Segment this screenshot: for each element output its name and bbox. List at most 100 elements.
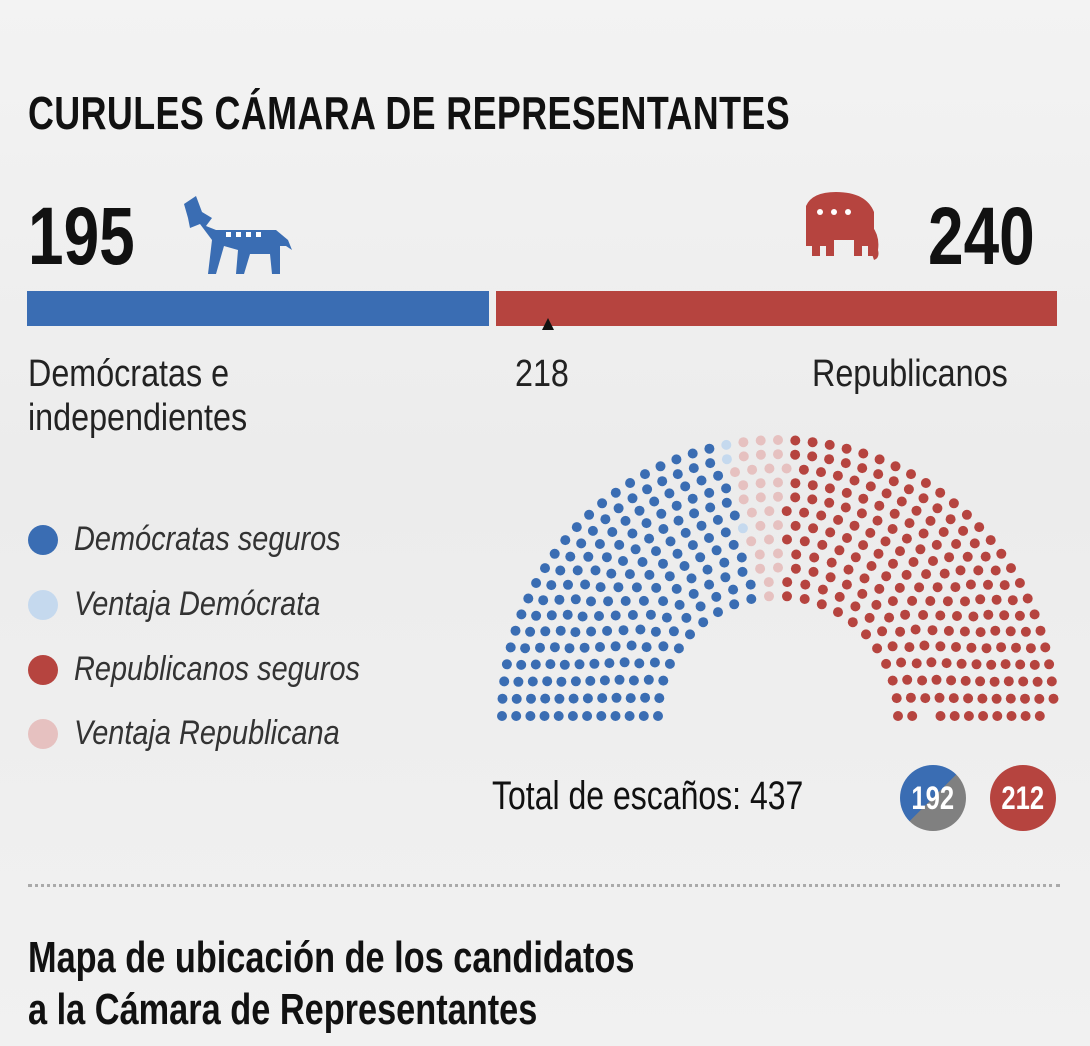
seat-dot xyxy=(963,693,974,704)
seat-dot xyxy=(1011,642,1021,653)
seat-dot xyxy=(908,557,919,567)
seat-dot xyxy=(1007,595,1018,606)
seat-dot xyxy=(960,596,970,607)
seat-dot xyxy=(790,478,801,489)
seat-dot xyxy=(610,641,621,652)
seat-dot xyxy=(849,520,860,531)
seat-dot xyxy=(926,657,937,668)
seat-dot xyxy=(946,675,957,686)
legend-label: Ventaja Demócrata xyxy=(74,585,321,623)
seat-dot xyxy=(907,595,918,606)
seat-dot xyxy=(896,496,907,507)
seat-dot xyxy=(499,676,510,687)
seat-dot xyxy=(542,676,553,687)
seat-dot xyxy=(570,676,581,687)
seat-dot xyxy=(511,693,522,704)
seat-dot xyxy=(625,478,636,488)
seat-dot xyxy=(705,502,716,513)
seat-dot xyxy=(977,693,988,704)
seat-dot xyxy=(540,626,551,637)
seat-dot xyxy=(866,561,877,571)
seat-dot xyxy=(689,508,700,519)
seat-dot xyxy=(808,523,819,534)
seat-dot xyxy=(651,546,661,557)
legend-item-dem-safe: Demócratas seguros xyxy=(28,520,388,559)
legend-label: Republicanos seguros xyxy=(74,650,360,688)
seat-dot xyxy=(696,475,707,486)
seat-dot xyxy=(816,467,826,478)
legend-item-rep-safe: Republicanos seguros xyxy=(28,650,410,689)
seat-dot xyxy=(807,480,818,491)
seat-dot xyxy=(571,522,582,533)
seat-dot xyxy=(963,711,974,721)
seat-dot xyxy=(991,693,1002,704)
seat-dot xyxy=(781,506,792,517)
majority-marker-icon xyxy=(542,318,554,330)
seat-dot xyxy=(893,711,903,721)
seat-dot xyxy=(825,527,836,538)
seat-dot xyxy=(925,596,936,606)
seat-dot xyxy=(981,643,992,654)
seat-dot xyxy=(991,594,1002,605)
seat-dot xyxy=(576,538,587,549)
seat-dot xyxy=(583,551,594,562)
seat-dot xyxy=(560,535,571,546)
page-title: CURULES CÁMARA DE REPRESENTANTES xyxy=(28,87,791,139)
seat-dot xyxy=(627,528,638,539)
seat-dot xyxy=(728,584,739,595)
seat-dot xyxy=(856,508,867,519)
seat-dot xyxy=(975,627,986,638)
seat-dot xyxy=(664,658,675,669)
seat-dot xyxy=(1006,711,1017,721)
seat-dot xyxy=(611,692,622,703)
seat-dot xyxy=(1006,563,1016,574)
seat-dot xyxy=(634,658,645,669)
seat-dot xyxy=(1005,626,1016,637)
seat-dot xyxy=(975,676,986,687)
seat-dot xyxy=(1034,693,1045,704)
seat-dot xyxy=(687,448,698,459)
seat-dot xyxy=(935,641,946,652)
seat-dot xyxy=(539,711,550,721)
seat-dot xyxy=(755,435,766,446)
seat-dot xyxy=(960,675,971,686)
seat-dot xyxy=(894,582,905,593)
seat-dot xyxy=(614,674,625,685)
seat-dot xyxy=(688,463,699,474)
seat-dot xyxy=(698,617,709,628)
seat-dot xyxy=(834,545,845,556)
seat-dot xyxy=(881,658,892,669)
seat-dot xyxy=(658,524,669,534)
seat-dot xyxy=(931,539,942,550)
seat-dot xyxy=(858,540,869,551)
seat-dot xyxy=(579,642,590,653)
seat-dot xyxy=(600,514,611,525)
seat-dot xyxy=(655,461,666,472)
seat-dot xyxy=(628,675,639,686)
seat-dot xyxy=(674,599,685,610)
seat-dot xyxy=(943,625,954,636)
seat-dot xyxy=(728,539,739,550)
seat-dot xyxy=(713,607,723,618)
seat-dot xyxy=(746,507,757,518)
seat-dot xyxy=(1048,693,1059,704)
seat-dot xyxy=(871,599,882,610)
seat-dot xyxy=(782,534,792,545)
seat-dot xyxy=(911,505,922,516)
seat-dot xyxy=(907,711,918,721)
seat-dot xyxy=(895,546,905,557)
seat-dot xyxy=(857,463,868,474)
seat-dot xyxy=(618,556,628,566)
seat-dot xyxy=(665,536,676,547)
seat-dot xyxy=(999,610,1010,621)
seat-dot xyxy=(824,454,835,465)
seat-dot xyxy=(754,549,765,560)
seat-dot xyxy=(641,518,652,529)
seat-dot xyxy=(688,588,699,599)
seat-dot xyxy=(925,515,936,526)
seat-dot xyxy=(857,588,868,599)
seat-dot xyxy=(887,524,898,534)
seat-dot xyxy=(704,487,715,498)
seat-dot xyxy=(595,642,605,652)
majority-label: 218 xyxy=(515,353,569,395)
